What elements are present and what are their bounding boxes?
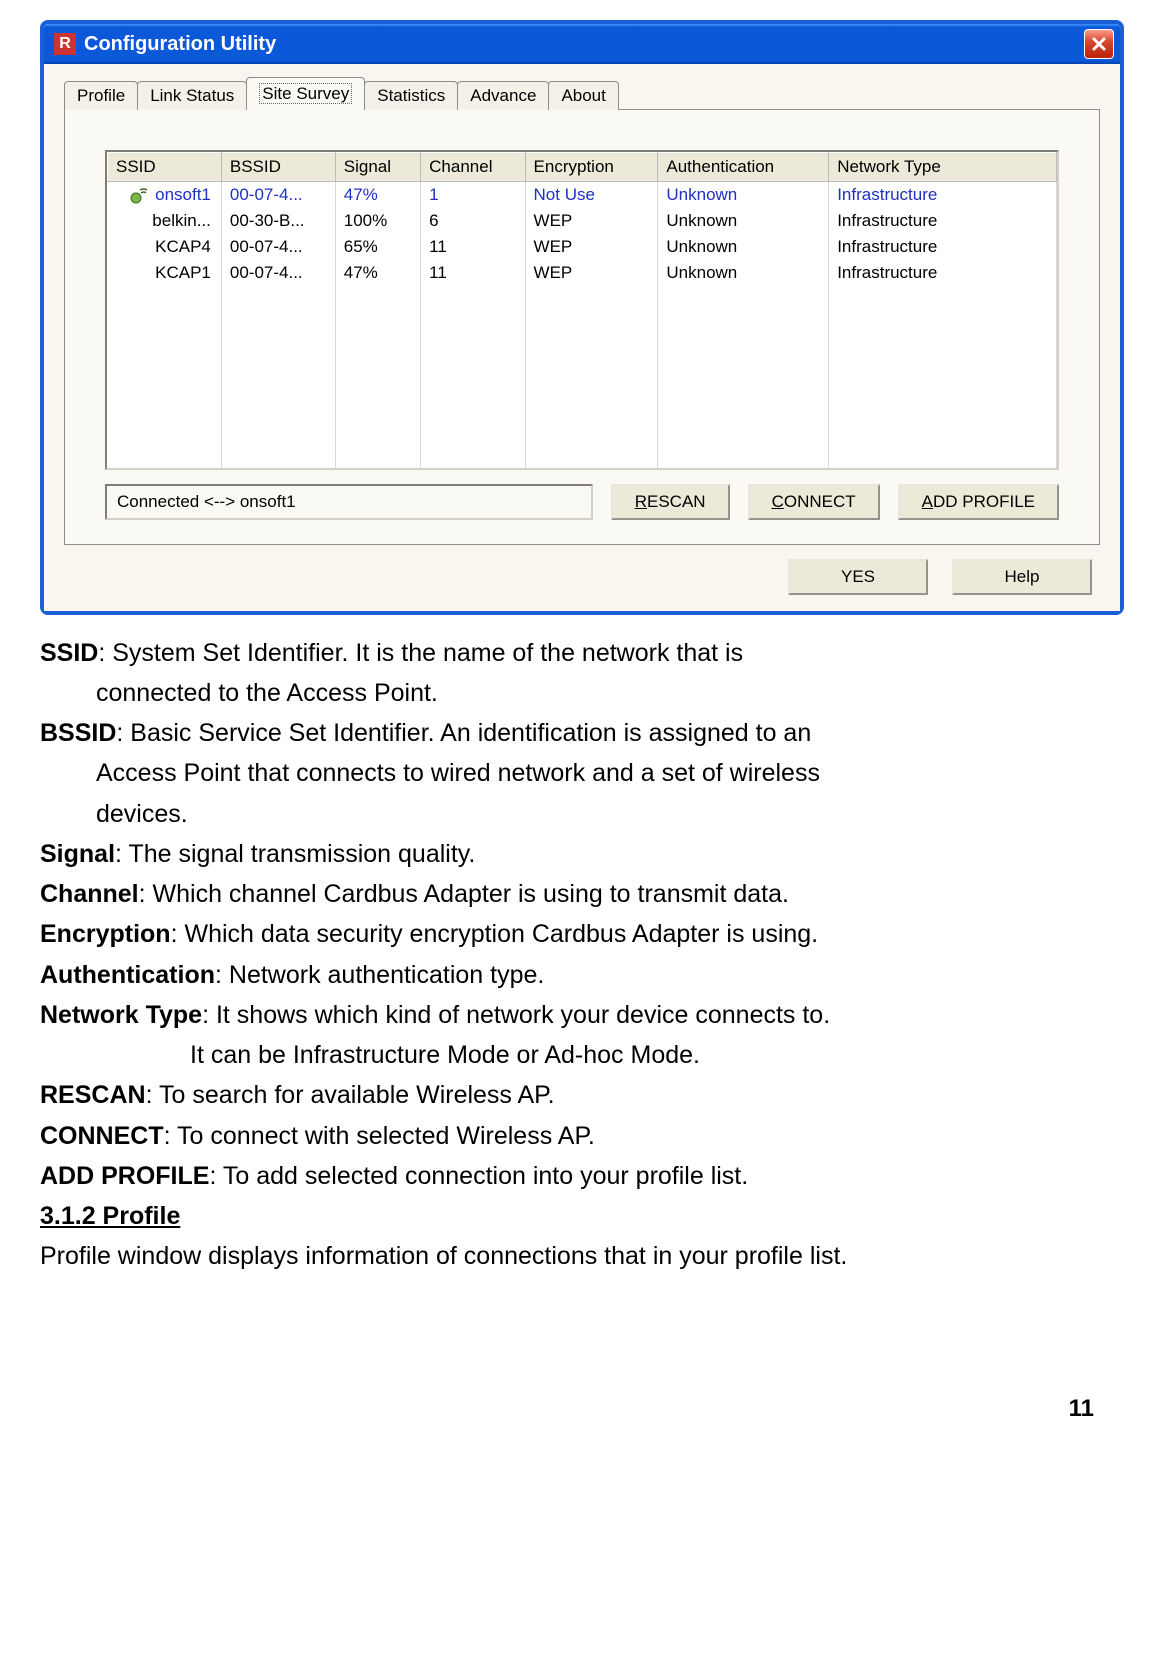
definition-line: SSID: System Set Identifier. It is the n… bbox=[40, 635, 1064, 671]
tab-site-survey[interactable]: Site Survey bbox=[246, 77, 365, 110]
definition-line: CONNECT: To connect with selected Wirele… bbox=[40, 1118, 1064, 1154]
rescan-label: ESCAN bbox=[647, 492, 706, 511]
definition-line: ADD PROFILE: To add selected connection … bbox=[40, 1158, 1064, 1194]
table-row-empty bbox=[108, 286, 1057, 312]
definition-line: Authentication: Network authentication t… bbox=[40, 957, 1064, 993]
tab-statistics[interactable]: Statistics bbox=[364, 81, 458, 110]
connect-button[interactable]: CONNECT bbox=[748, 484, 880, 520]
connection-status: Connected <--> onsoft1 bbox=[105, 484, 593, 520]
table-row-empty bbox=[108, 442, 1057, 468]
col-header[interactable]: BSSID bbox=[221, 153, 335, 182]
section-heading: 3.1.2 Profile bbox=[40, 1198, 1064, 1234]
page-number: 11 bbox=[40, 1395, 1124, 1423]
tab-advance[interactable]: Advance bbox=[457, 81, 549, 110]
table-header-row: SSIDBSSIDSignalChannelEncryptionAuthenti… bbox=[108, 153, 1057, 182]
table-row-empty bbox=[108, 312, 1057, 338]
col-header[interactable]: Authentication bbox=[658, 153, 829, 182]
definition-line: Channel: Which channel Cardbus Adapter i… bbox=[40, 876, 1064, 912]
config-utility-window: R Configuration Utility ProfileLink Stat… bbox=[40, 20, 1124, 615]
definition-cont: connected to the Access Point. bbox=[40, 675, 1064, 711]
table-row[interactable]: KCAP100-07-4...47%11WEPUnknownInfrastruc… bbox=[108, 260, 1057, 286]
definition-line: BSSID: Basic Service Set Identifier. An … bbox=[40, 715, 1064, 751]
table-row[interactable]: KCAP400-07-4...65%11WEPUnknownInfrastruc… bbox=[108, 234, 1057, 260]
table-row-empty bbox=[108, 390, 1057, 416]
definition-line: Encryption: Which data security encrypti… bbox=[40, 916, 1064, 952]
definition-cont: It can be Infrastructure Mode or Ad-hoc … bbox=[40, 1037, 1064, 1073]
tab-link-status[interactable]: Link Status bbox=[137, 81, 247, 110]
definition-cont: Access Point that connects to wired netw… bbox=[40, 755, 1064, 791]
connect-label: ONNECT bbox=[784, 492, 856, 511]
tab-profile[interactable]: Profile bbox=[64, 81, 138, 110]
titlebar: R Configuration Utility bbox=[44, 24, 1120, 64]
add-profile-label: DD PROFILE bbox=[933, 492, 1035, 511]
col-header[interactable]: Network Type bbox=[829, 153, 1057, 182]
table-row-empty bbox=[108, 416, 1057, 442]
section-text: Profile window displays information of c… bbox=[40, 1238, 1064, 1274]
help-button[interactable]: Help bbox=[952, 559, 1092, 595]
col-header[interactable]: Signal bbox=[335, 153, 420, 182]
tab-strip: ProfileLink StatusSite SurveyStatisticsA… bbox=[64, 77, 1100, 110]
close-button[interactable] bbox=[1084, 29, 1114, 59]
add-profile-button[interactable]: ADD PROFILE bbox=[898, 484, 1059, 520]
table-row-empty bbox=[108, 338, 1057, 364]
site-survey-grid: SSIDBSSIDSignalChannelEncryptionAuthenti… bbox=[105, 150, 1059, 470]
document-body: SSID: System Set Identifier. It is the n… bbox=[40, 635, 1124, 1275]
site-survey-panel: SSIDBSSIDSignalChannelEncryptionAuthenti… bbox=[64, 109, 1100, 545]
table-row[interactable]: onsoft100-07-4...47%1Not UseUnknownInfra… bbox=[108, 182, 1057, 208]
tab-about[interactable]: About bbox=[548, 81, 618, 110]
app-icon: R bbox=[54, 33, 76, 55]
col-header[interactable]: Channel bbox=[421, 153, 525, 182]
table-row[interactable]: belkin...00-30-B...100%6WEPUnknownInfras… bbox=[108, 208, 1057, 234]
table-row-empty bbox=[108, 364, 1057, 390]
definition-line: Network Type: It shows which kind of net… bbox=[40, 997, 1064, 1033]
close-icon bbox=[1091, 36, 1107, 52]
definition-line: Signal: The signal transmission quality. bbox=[40, 836, 1064, 872]
definition-line: RESCAN: To search for available Wireless… bbox=[40, 1077, 1064, 1113]
col-header[interactable]: Encryption bbox=[525, 153, 658, 182]
yes-button[interactable]: YES bbox=[788, 559, 928, 595]
rescan-button[interactable]: RESCAN bbox=[611, 484, 730, 520]
definition-cont: devices. bbox=[40, 796, 1064, 832]
window-title: Configuration Utility bbox=[84, 33, 276, 56]
col-header[interactable]: SSID bbox=[108, 153, 222, 182]
